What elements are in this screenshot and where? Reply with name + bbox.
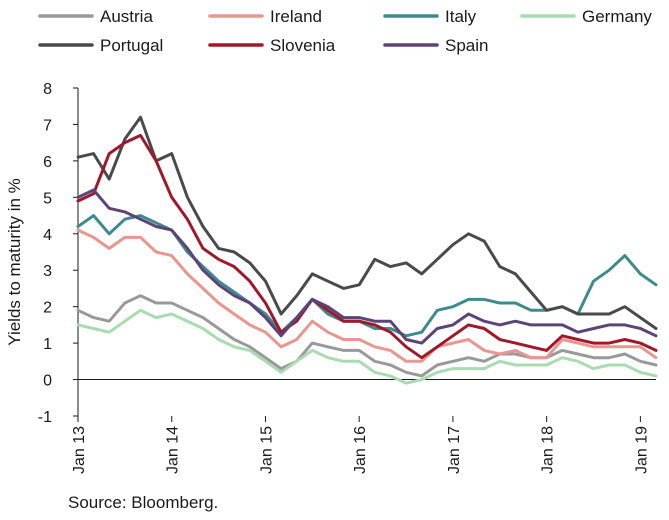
y-tick-label: 1	[43, 336, 52, 353]
x-tick-label: Jan 18	[540, 426, 557, 474]
y-tick-label: 5	[43, 190, 52, 207]
x-tick-label: Jan 17	[446, 426, 463, 474]
legend-label-slovenia: Slovenia	[270, 36, 336, 55]
series-lines	[76, 115, 658, 385]
legend-label-portugal: Portugal	[100, 36, 163, 55]
y-tick-label: 4	[43, 227, 52, 244]
y-tick-label: 3	[43, 263, 52, 280]
y-tick-label: 6	[43, 154, 52, 171]
axes: -1 0 1 2 3 4 5 6 7 8 Jan 13 Jan 14 Jan 15 Jan 16 Jan 1…	[38, 81, 656, 474]
y-axis-title: Yields to maturity in %	[5, 178, 24, 346]
source-note: Source: Bloomberg.	[68, 493, 219, 512]
series-line-ireland	[76, 228, 658, 363]
legend: Austria Ireland Italy Germany Portugal Sloven…	[38, 7, 652, 55]
y-tick-label: 0	[43, 373, 52, 390]
legend-label-spain: Spain	[445, 36, 488, 55]
y-tick-label: 2	[43, 300, 52, 317]
legend-label-ireland: Ireland	[270, 7, 322, 26]
legend-label-germany: Germany	[582, 7, 652, 26]
legend-label-italy: Italy	[445, 7, 477, 26]
x-tick-label: Jan 16	[352, 426, 369, 474]
series-line-slovenia	[76, 133, 658, 360]
series-line-germany	[76, 308, 658, 385]
series-line-spain	[76, 188, 658, 345]
series-line-portugal	[76, 115, 658, 330]
x-tick-label: Jan 19	[633, 426, 650, 474]
x-tick-label: Jan 13	[71, 426, 88, 474]
legend-label-austria: Austria	[100, 7, 153, 26]
x-tick-label: Jan 15	[258, 426, 275, 474]
y-tick-label: 8	[43, 81, 52, 98]
x-tick-label: Jan 14	[165, 426, 182, 474]
series-line-austria	[76, 294, 658, 378]
y-tick-label: -1	[38, 409, 52, 426]
y-tick-label: 7	[43, 117, 52, 134]
series-line-italy	[76, 214, 658, 338]
y-axis-title-group: Yields to maturity in %	[5, 178, 24, 346]
